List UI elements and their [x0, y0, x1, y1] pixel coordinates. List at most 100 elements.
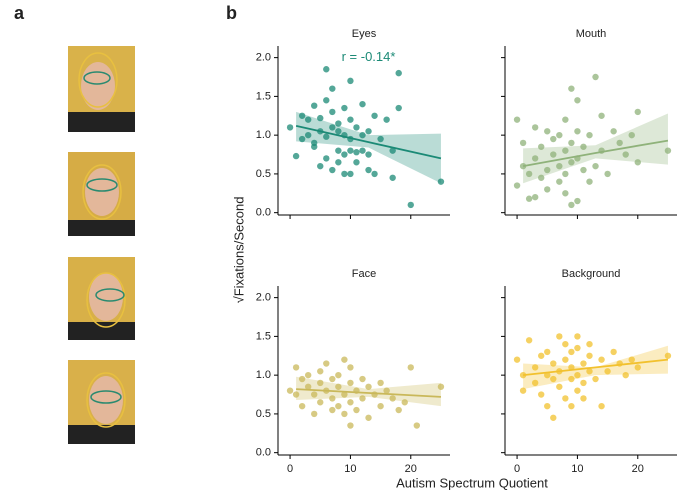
point	[353, 159, 360, 166]
point	[604, 170, 611, 178]
point	[592, 375, 599, 383]
point	[586, 178, 593, 185]
point	[359, 147, 366, 154]
point	[329, 395, 336, 402]
point	[562, 170, 569, 178]
x-tick-label: 0	[514, 463, 520, 475]
point	[519, 139, 527, 147]
point	[544, 186, 551, 193]
point	[544, 348, 551, 356]
point	[525, 337, 533, 344]
point	[347, 170, 354, 178]
point	[519, 387, 527, 394]
point	[550, 375, 557, 383]
panel-title: Mouth	[576, 28, 607, 40]
point	[341, 170, 348, 178]
point	[664, 147, 672, 154]
point	[634, 159, 641, 166]
point	[574, 97, 581, 104]
point	[335, 128, 342, 135]
point	[550, 360, 557, 367]
point	[304, 131, 312, 139]
point	[395, 406, 402, 414]
annotation: r = -0.14*	[342, 49, 396, 64]
point	[335, 383, 342, 390]
point	[335, 120, 342, 127]
point	[413, 422, 421, 429]
point	[353, 124, 360, 131]
point	[347, 364, 354, 371]
point	[437, 383, 445, 390]
point	[574, 197, 581, 205]
point	[586, 131, 593, 139]
point	[574, 333, 581, 340]
point	[586, 340, 593, 348]
point	[574, 387, 581, 394]
point	[298, 402, 306, 410]
y-tick-label: 1.5	[256, 90, 271, 102]
point	[359, 375, 366, 383]
point	[323, 155, 330, 162]
point	[622, 151, 629, 158]
point	[525, 195, 533, 202]
point	[538, 391, 545, 398]
point	[568, 348, 575, 356]
photo	[68, 257, 135, 340]
point	[562, 116, 569, 123]
trend-line	[523, 358, 669, 377]
point	[304, 383, 312, 390]
point	[347, 399, 354, 406]
point	[329, 375, 336, 383]
point	[568, 85, 575, 92]
point	[562, 356, 569, 363]
point	[347, 379, 354, 387]
point	[556, 178, 563, 185]
x-tick-label: 10	[571, 463, 583, 475]
point	[304, 116, 312, 123]
point	[437, 178, 445, 185]
panel-label: b	[226, 3, 237, 23]
point	[592, 73, 599, 81]
point	[562, 340, 569, 348]
point	[586, 368, 593, 375]
point	[298, 135, 306, 143]
point	[341, 391, 348, 398]
trend-line	[522, 139, 669, 168]
point	[377, 379, 384, 387]
point	[574, 344, 581, 352]
point	[311, 410, 318, 418]
point	[323, 360, 330, 367]
point	[401, 399, 408, 406]
y-tick-label: 2.0	[256, 52, 271, 64]
point	[407, 364, 414, 371]
point	[634, 108, 641, 116]
point	[544, 128, 551, 135]
point	[550, 414, 557, 421]
point	[389, 147, 396, 154]
point	[531, 364, 539, 371]
photo	[68, 46, 135, 132]
y-tick-label: 1.5	[256, 330, 271, 342]
point	[377, 402, 384, 410]
x-tick-label: 20	[632, 463, 644, 475]
point	[329, 108, 336, 116]
point	[341, 356, 348, 363]
point	[323, 66, 330, 73]
point	[538, 143, 545, 150]
point	[574, 371, 581, 379]
point	[341, 104, 348, 112]
point	[531, 193, 539, 201]
point	[550, 151, 557, 158]
point	[286, 124, 294, 131]
point	[538, 174, 545, 181]
point	[311, 143, 318, 150]
point	[568, 139, 575, 147]
point	[359, 100, 366, 108]
point	[568, 159, 575, 166]
point	[341, 410, 348, 418]
point	[383, 387, 390, 394]
point	[377, 135, 384, 143]
point	[389, 395, 396, 402]
point	[317, 368, 324, 375]
